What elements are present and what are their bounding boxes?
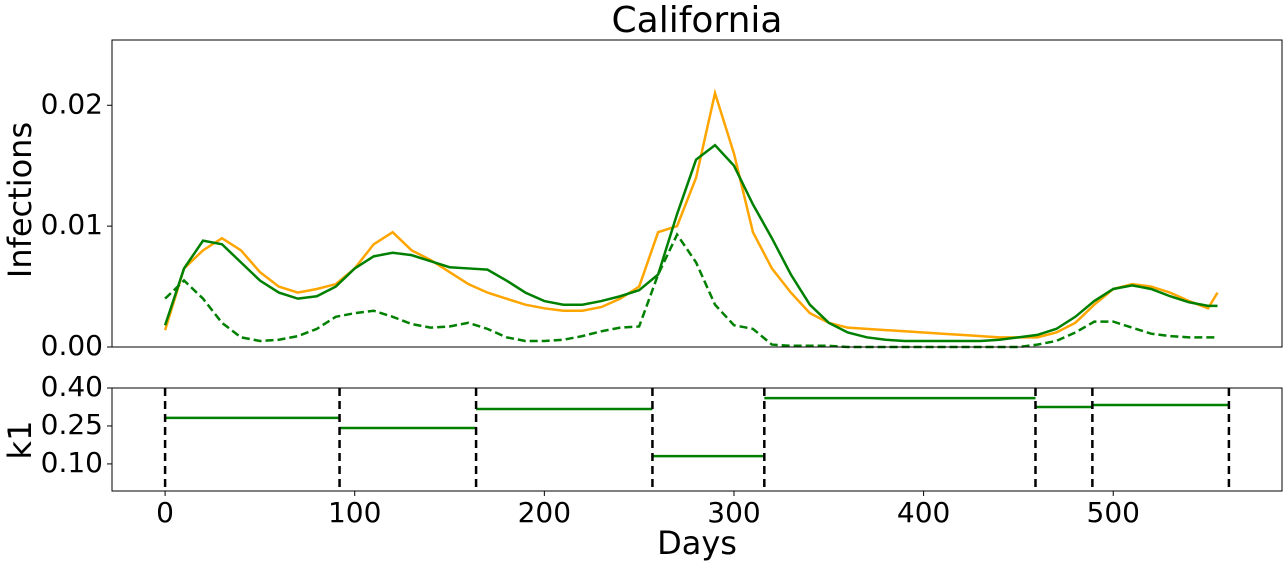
- y-axis-label: k1: [1, 421, 39, 460]
- x-axis-label: Days: [657, 524, 737, 562]
- axes-frame: [111, 387, 1283, 492]
- y-tick-label: 0.25: [41, 408, 103, 441]
- y-axis-label: Infections: [1, 122, 39, 278]
- y-tick-label: 0.10: [41, 446, 103, 479]
- x-tick-label: 200: [518, 496, 571, 529]
- x-tick-label: 500: [1087, 496, 1140, 529]
- y-tick-label: 0.40: [41, 370, 103, 403]
- x-tick-label: 400: [897, 496, 950, 529]
- y-tick-label: 0.00: [41, 329, 103, 362]
- y-tick-label: 0.01: [41, 208, 103, 241]
- x-tick-label: 0: [156, 496, 174, 529]
- data-line: [163, 143, 1218, 343]
- data-line: [164, 232, 1218, 349]
- axes-frame: [111, 39, 1283, 348]
- chart-title: California: [612, 0, 783, 41]
- y-tick-label: 0.02: [41, 87, 103, 120]
- x-tick-label: 300: [707, 496, 760, 529]
- x-tick-label: 100: [328, 496, 381, 529]
